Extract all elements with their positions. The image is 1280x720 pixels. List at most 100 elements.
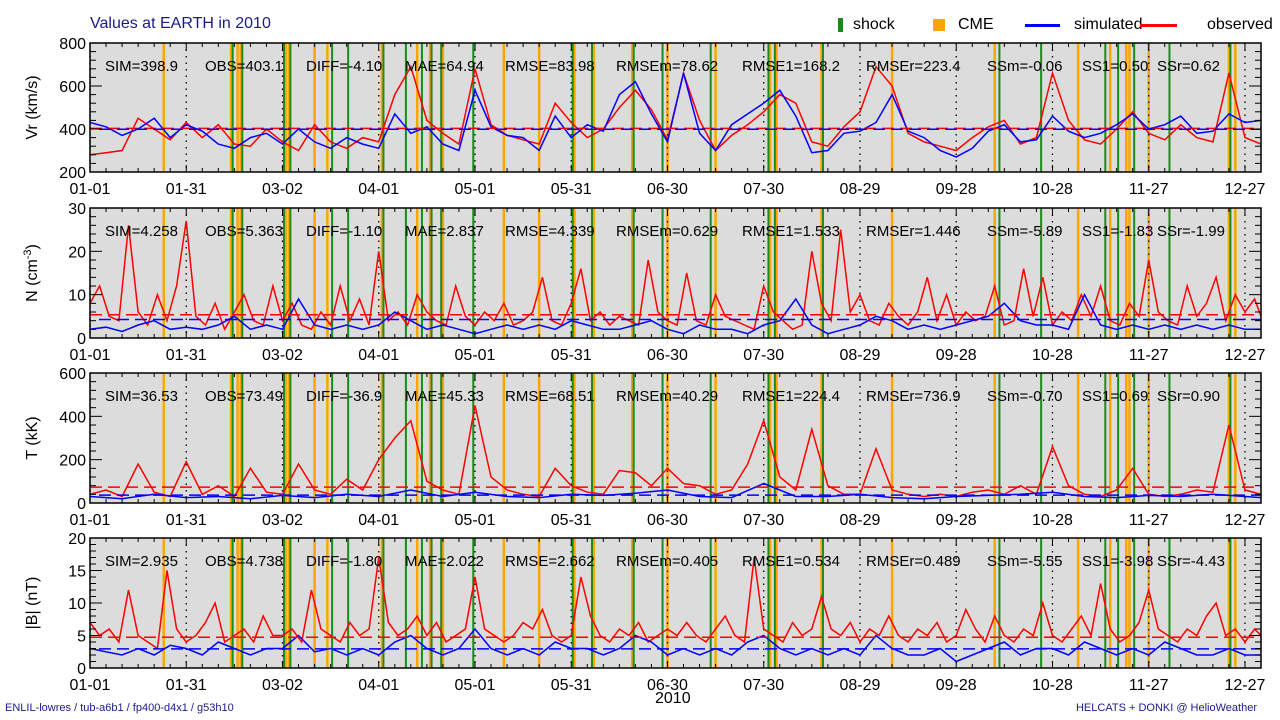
x-tick-label: 01-01 [70,181,111,198]
x-tick-label: 04-01 [358,677,399,694]
x-tick-label: 06-30 [647,347,688,364]
y-tick-label: 0 [77,661,86,678]
x-tick-label: 09-28 [936,181,977,198]
x-tick-label: 03-02 [262,677,303,694]
x-tick-label: 05-31 [551,347,592,364]
x-tick-label: 09-28 [936,677,977,694]
x-tick-label: 09-28 [936,347,977,364]
x-tick-label: 01-31 [166,677,207,694]
y-axis-label: |B| (nT) [24,577,41,630]
stat-label: RMSEm=78.62 [616,58,718,75]
panel-2: 0 10 20 30 01-01 01-31 03-02 04-01 05-01 05-31 06-… [22,201,1266,364]
series-observed [90,220,1261,332]
y-tick-label: 10 [68,288,86,305]
stat-label: RMSE=4.339 [505,223,595,240]
plot-frame [89,207,1262,339]
stat-label: OBS=73.49 [205,388,283,405]
stat-label: RMSE=83.98 [505,58,595,75]
x-tick-label: 07-30 [743,677,784,694]
x-tick-label: 04-01 [358,181,399,198]
stat-label: SSm=-0.06 [987,58,1062,75]
chart-title: Values at EARTH in 2010 [90,15,271,32]
panel-3: 0 200 400 600 01-01 01-31 03-02 04-01 05-01 05-31… [24,366,1266,529]
x-axis-year-label: 2010 [655,690,691,707]
y-tick-label: 0 [77,331,86,348]
x-tick-label: 07-30 [743,181,784,198]
legend-label-simulated: simulated [1074,16,1143,33]
stat-label: SSr=-4.43 [1157,553,1225,570]
paren: ) [24,244,41,249]
x-tick-label: 05-31 [551,181,592,198]
cme-square-icon [933,19,945,31]
plot-frame [89,372,1262,504]
y-tick-label: 200 [59,453,86,470]
x-tick-label: 11-27 [1129,181,1169,198]
stat-label: DIFF=-1.10 [306,223,382,240]
x-tick-label: 04-01 [358,512,399,529]
x-tick-label: 11-27 [1129,512,1169,529]
x-tick-label: 04-01 [358,347,399,364]
y-tick-label: 5 [77,629,86,646]
plot-frame [89,42,1262,173]
y-tick-label: 30 [68,201,86,218]
x-tick-label: 10-28 [1032,347,1073,364]
x-tick-label: 08-29 [840,181,881,198]
legend-item-simulated: simulated [1025,16,1142,34]
y-tick-label: 600 [59,79,86,96]
y-tick-label: 600 [59,366,86,383]
x-tick-label: 09-28 [936,512,977,529]
blue-line-icon [1025,23,1060,27]
stat-label: RMSEm=0.629 [616,223,718,240]
y-tick-label: 20 [68,531,86,548]
shock-bar-icon [838,18,843,32]
stat-label: MAE=45.33 [405,388,484,405]
x-tick-label: 01-31 [166,347,207,364]
x-tick-label: 03-02 [262,181,303,198]
x-tick-label: 08-29 [840,347,881,364]
x-tick-label: 01-31 [166,181,207,198]
legend-item-cme: CME [933,16,994,34]
legend-label-shock: shock [853,16,895,33]
x-tick-label: 11-27 [1129,677,1169,694]
stat-label: SIM=398.9 [105,58,178,75]
stat-label: SIM=36.53 [105,388,178,405]
stat-label: DIFF=-36.9 [306,388,382,405]
x-tick-label: 06-30 [647,512,688,529]
stat-label: SS1=0.50 [1082,58,1148,75]
y-axis-label: N (cm-3) [22,244,41,302]
stat-label: SSr=-1.99 [1157,223,1225,240]
x-tick-label: 05-31 [551,512,592,529]
x-tick-label: 08-29 [840,512,881,529]
stat-label: SS1=-1.83 [1082,223,1153,240]
stat-label: RMSE1=1.533 [742,223,840,240]
stat-label: RMSE1=168.2 [742,58,840,75]
stat-label: RMSE=68.51 [505,388,595,405]
x-tick-label: 03-02 [262,347,303,364]
x-tick-label: 12-27 [1224,512,1265,529]
model-config-label: ENLIL-lowres / tub-a6b1 / fp400-d4x1 / g… [5,702,234,714]
y-tick-label: 0 [77,496,86,513]
stat-label: OBS=403.1 [205,58,283,75]
stat-label: MAE=2.022 [405,553,484,570]
x-tick-label: 10-28 [1032,512,1073,529]
stat-label: SS1=0.69 [1082,388,1148,405]
stat-label: RMSEr=0.489 [866,553,961,570]
y-tick-label: 400 [59,409,86,426]
stat-label: RMSE1=224.4 [742,388,840,405]
x-tick-label: 10-28 [1032,677,1073,694]
stat-label: SIM=4.258 [105,223,178,240]
y-tick-label: 10 [68,596,86,613]
stat-label: RMSE=2.662 [505,553,595,570]
x-tick-label: 08-29 [840,677,881,694]
stat-label: RMSE1=0.534 [742,553,840,570]
stat-label: DIFF=-4.10 [306,58,382,75]
stat-label: RMSEr=223.4 [866,58,961,75]
x-tick-label: 12-27 [1224,181,1265,198]
panel-4: 0 5 10 15 20 01-01 01-31 03-02 04-01 05-01 05-31 06… [24,531,1266,694]
stat-label: RMSEm=40.29 [616,388,718,405]
red-line-icon [1140,23,1177,27]
y-tick-label: 20 [68,244,86,261]
x-tick-label: 07-30 [743,347,784,364]
legend-label-observed: observed [1207,16,1273,33]
y-axis-label: T (kK) [24,416,41,459]
